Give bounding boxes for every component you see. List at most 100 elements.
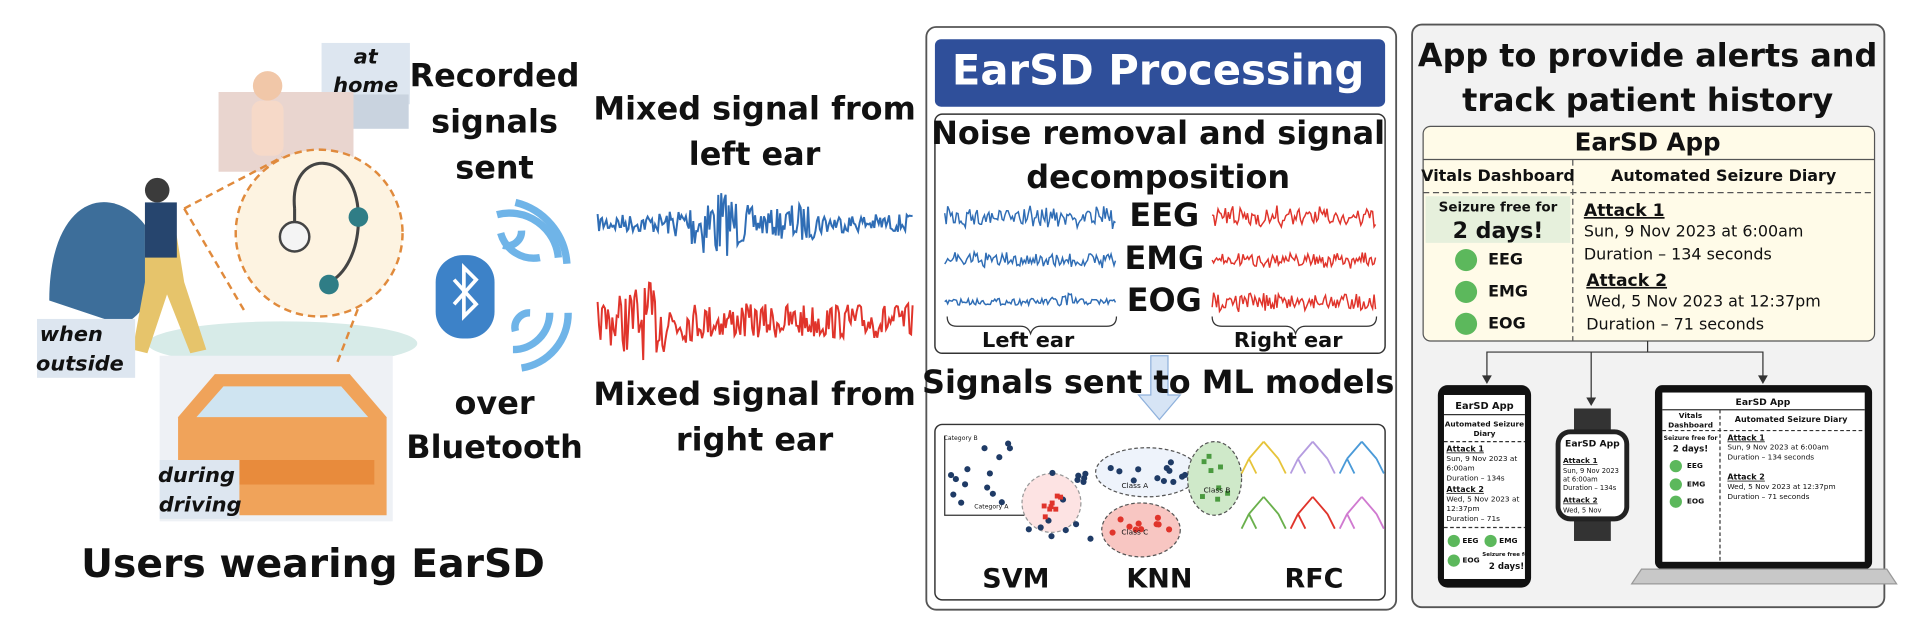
label: 2 days! xyxy=(1489,562,1524,572)
component-signal xyxy=(944,292,1117,308)
ml-point xyxy=(1138,526,1145,533)
ml-point xyxy=(998,499,1005,506)
ml-point xyxy=(996,454,1003,461)
label: during xyxy=(158,463,235,487)
label: EEG xyxy=(1687,461,1703,470)
label: Seizure free for xyxy=(1439,199,1558,215)
component-signal xyxy=(944,205,1116,231)
class-b-region xyxy=(1187,440,1243,516)
label: at xyxy=(354,45,379,69)
ml-point xyxy=(1215,496,1221,502)
label: Automated Seizure xyxy=(1445,419,1524,428)
vital-indicator xyxy=(1669,478,1682,491)
ml-point xyxy=(1107,465,1114,472)
label: Seizure free for xyxy=(1482,552,1531,558)
watch-screen xyxy=(1560,434,1625,517)
label: App to provide alerts and xyxy=(1418,37,1877,75)
decomposition-box xyxy=(934,113,1386,355)
ml-point xyxy=(1081,474,1088,482)
ml-point xyxy=(1218,464,1223,470)
ml-point xyxy=(1049,469,1056,476)
ml-point xyxy=(1130,477,1137,484)
label: at 6:00am xyxy=(1563,476,1598,484)
label: Wed, 5 Nov 2023 at 12:37pm xyxy=(1727,482,1835,491)
outside-tag xyxy=(37,318,136,378)
processing-header xyxy=(934,39,1386,107)
label: left ear xyxy=(689,135,821,173)
tree-model xyxy=(1338,496,1385,530)
ml-point xyxy=(1201,459,1207,465)
label: Automated Seizure Diary xyxy=(1611,166,1837,185)
ml-point xyxy=(1116,468,1123,475)
label: Seizure free for xyxy=(1664,435,1718,442)
label: Bluetooth xyxy=(406,428,583,466)
label: RFC xyxy=(1284,564,1343,595)
earbud xyxy=(278,220,311,253)
callout-lines xyxy=(183,155,370,363)
ml-point xyxy=(1042,514,1048,520)
label: Right ear xyxy=(1234,328,1343,352)
label: 6:00am xyxy=(1446,464,1474,473)
label: Class B xyxy=(1204,486,1231,495)
label: EarSD Processing xyxy=(952,46,1364,95)
component-signal xyxy=(1211,205,1377,230)
label: EMG xyxy=(1687,480,1705,489)
vital-indicator xyxy=(1455,312,1478,335)
ml-point xyxy=(1049,500,1055,506)
driving-tag xyxy=(159,460,240,519)
label: Sun, 9 Nov 2023 xyxy=(1563,467,1619,475)
ml-point xyxy=(1206,453,1212,459)
ml-point xyxy=(1225,490,1231,496)
label: outside xyxy=(36,351,124,375)
ml-point xyxy=(962,481,969,488)
label: Attack 1 xyxy=(1584,201,1665,221)
label: Category B xyxy=(944,435,978,442)
ml-point xyxy=(1154,514,1161,521)
label: Dashboard xyxy=(1668,421,1713,430)
label: Signals sent to ML models xyxy=(922,363,1394,401)
ml-point xyxy=(1208,468,1214,474)
label: Duration – 71 seconds xyxy=(1586,315,1764,334)
label: Class A xyxy=(1121,481,1148,490)
label: track patient history xyxy=(1462,81,1833,119)
ml-point xyxy=(1062,527,1069,534)
component-signal xyxy=(1211,291,1377,314)
sensor xyxy=(348,207,369,227)
label: Sun, 9 Nov 2023 at 6:00am xyxy=(1584,221,1804,240)
ml-point xyxy=(950,491,957,498)
label: Left ear xyxy=(982,328,1075,352)
ml-point xyxy=(1154,475,1161,482)
label: KNN xyxy=(1126,564,1192,595)
label: Duration – 134 seconds xyxy=(1584,245,1772,264)
ml-point xyxy=(1200,494,1205,499)
label: EOG xyxy=(1462,556,1479,565)
ml-point xyxy=(1075,472,1082,479)
ml-point xyxy=(1025,526,1032,533)
tree-model xyxy=(1240,441,1287,474)
right-signal xyxy=(596,281,914,361)
label: Wed, 5 Nov xyxy=(1563,506,1602,514)
label: driving xyxy=(159,492,242,516)
label: Duration – 134s xyxy=(1563,484,1617,492)
caption: Users wearing EarSD xyxy=(81,542,545,587)
app-box xyxy=(1422,125,1876,342)
ml-point xyxy=(1109,529,1116,536)
ml-point xyxy=(1041,503,1047,509)
label: Class C xyxy=(1121,527,1148,536)
label: sent xyxy=(455,148,534,186)
label: EEG xyxy=(1488,250,1523,269)
label: EMG xyxy=(1488,281,1528,300)
label: Duration – 71s xyxy=(1446,514,1500,523)
tree-model xyxy=(1289,441,1336,474)
ml-point xyxy=(958,499,965,506)
ml-point xyxy=(1087,535,1094,542)
sensor xyxy=(319,274,339,295)
ml-point xyxy=(986,470,993,477)
label: 12:37pm xyxy=(1446,504,1479,513)
label: when xyxy=(40,322,103,346)
windshield xyxy=(196,386,369,418)
label: Vitals xyxy=(1679,411,1703,420)
tree-model xyxy=(1240,496,1287,530)
phone-screen xyxy=(1443,394,1525,579)
ml-point xyxy=(989,490,996,497)
